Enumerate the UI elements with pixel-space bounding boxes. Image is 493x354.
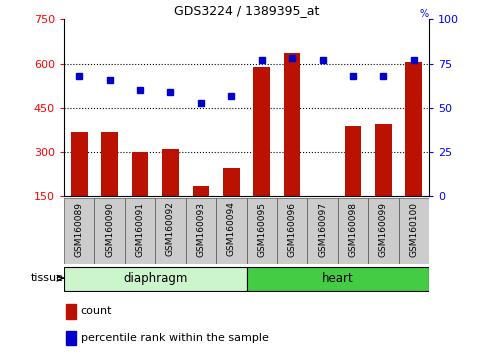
Bar bbox=[216, 198, 246, 264]
Title: GDS3224 / 1389395_at: GDS3224 / 1389395_at bbox=[174, 4, 319, 17]
Text: GSM160091: GSM160091 bbox=[136, 201, 144, 257]
Text: %: % bbox=[420, 8, 429, 18]
Bar bbox=[277, 198, 307, 264]
Bar bbox=[193, 186, 209, 196]
Bar bbox=[132, 152, 148, 196]
Text: GSM160097: GSM160097 bbox=[318, 201, 327, 257]
Bar bbox=[66, 331, 76, 346]
Bar bbox=[405, 62, 422, 196]
Bar bbox=[64, 198, 95, 264]
Bar bbox=[71, 132, 88, 196]
Bar bbox=[284, 53, 300, 196]
Bar bbox=[398, 198, 429, 264]
Bar bbox=[246, 267, 429, 291]
Text: GSM160090: GSM160090 bbox=[105, 201, 114, 257]
Bar bbox=[155, 198, 186, 264]
Bar bbox=[345, 126, 361, 196]
Text: GSM160096: GSM160096 bbox=[287, 201, 297, 257]
Bar bbox=[125, 198, 155, 264]
Text: GSM160095: GSM160095 bbox=[257, 201, 266, 257]
Bar bbox=[66, 304, 76, 319]
Bar bbox=[375, 124, 391, 196]
Bar bbox=[64, 267, 246, 291]
Bar bbox=[162, 149, 179, 196]
Text: percentile rank within the sample: percentile rank within the sample bbox=[80, 333, 268, 343]
Bar bbox=[338, 198, 368, 264]
Text: GSM160094: GSM160094 bbox=[227, 201, 236, 256]
Bar bbox=[368, 198, 398, 264]
Text: count: count bbox=[80, 307, 112, 316]
Text: GSM160098: GSM160098 bbox=[349, 201, 357, 257]
Text: GSM160100: GSM160100 bbox=[409, 201, 418, 257]
Text: GSM160093: GSM160093 bbox=[196, 201, 206, 257]
Bar bbox=[102, 132, 118, 196]
Bar bbox=[307, 198, 338, 264]
Text: GSM160099: GSM160099 bbox=[379, 201, 388, 257]
Bar bbox=[246, 198, 277, 264]
Bar bbox=[186, 198, 216, 264]
Text: diaphragm: diaphragm bbox=[123, 272, 187, 285]
Bar bbox=[95, 198, 125, 264]
Text: GSM160092: GSM160092 bbox=[166, 201, 175, 256]
Bar bbox=[223, 169, 240, 196]
Text: tissue: tissue bbox=[31, 273, 64, 283]
Text: GSM160089: GSM160089 bbox=[75, 201, 84, 257]
Text: heart: heart bbox=[322, 272, 353, 285]
Bar bbox=[253, 67, 270, 196]
